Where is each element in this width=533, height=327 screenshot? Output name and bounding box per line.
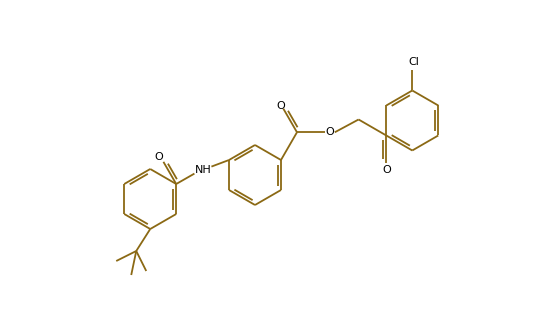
Text: O: O — [382, 165, 391, 175]
Text: NH: NH — [195, 164, 212, 175]
Text: Cl: Cl — [409, 58, 419, 67]
Text: O: O — [276, 101, 285, 111]
Text: O: O — [154, 152, 163, 162]
Text: O: O — [326, 127, 334, 137]
